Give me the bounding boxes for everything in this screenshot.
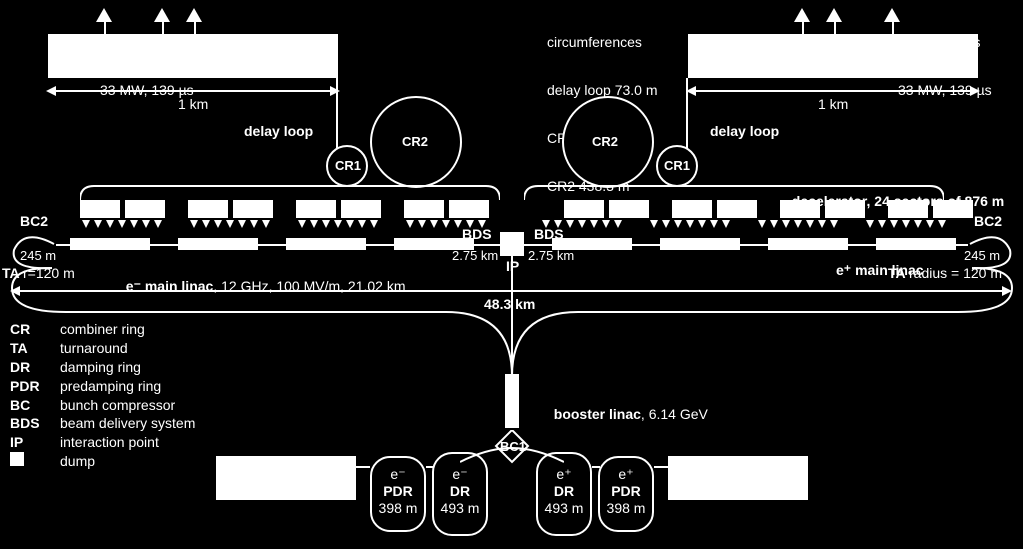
linac-lower-right bbox=[538, 234, 968, 256]
source-left bbox=[216, 456, 356, 500]
bds-label-right: BDS bbox=[534, 226, 564, 242]
pipe-bottom-left bbox=[356, 466, 370, 468]
e-plus-dr: e⁺ DR 493 m bbox=[536, 452, 592, 536]
ring-top: e⁺ bbox=[600, 458, 652, 483]
ring-bot: 493 m bbox=[538, 500, 590, 517]
cr1-label: CR1 bbox=[335, 158, 361, 173]
bc2-right: BC2 bbox=[974, 213, 1002, 229]
bds-pipe-left bbox=[455, 244, 500, 246]
bds-len-left: 2.75 km bbox=[452, 248, 498, 263]
pipe bbox=[686, 78, 688, 148]
booster-energy: , 6.14 GeV bbox=[641, 406, 708, 422]
ring-bot: 493 m bbox=[434, 500, 486, 517]
ring-mid: DR bbox=[434, 483, 486, 500]
dump-icon bbox=[10, 452, 50, 471]
cr2-label: CR2 bbox=[402, 134, 428, 149]
booster-bold: booster linac bbox=[554, 406, 641, 422]
circ-title: circumferences bbox=[547, 34, 658, 50]
ip-box bbox=[500, 232, 524, 256]
bds-label-left: BDS bbox=[462, 226, 492, 242]
legend-val: bunch compressor bbox=[60, 396, 175, 415]
e-minus-pdr: e⁻ PDR 398 m bbox=[370, 456, 426, 532]
legend-key: IP bbox=[10, 433, 50, 452]
cr-to-linac-right bbox=[524, 184, 944, 204]
scale-arrow-left bbox=[48, 90, 338, 92]
bc1-to-dr-left bbox=[460, 444, 512, 464]
antenna-stem bbox=[834, 20, 836, 34]
linac-lower-left bbox=[56, 234, 486, 256]
legend-val: interaction point bbox=[60, 433, 159, 452]
scale-label-left: 1 km bbox=[178, 96, 208, 112]
ring-bot: 398 m bbox=[372, 500, 424, 517]
transfer-line bbox=[6, 264, 1018, 384]
klystron-count: 326 klystrons bbox=[100, 34, 194, 50]
pipe bbox=[336, 78, 338, 148]
scale-arrow-right bbox=[688, 90, 978, 92]
klystron-count: 326 klystrons bbox=[898, 34, 992, 50]
source-right bbox=[668, 456, 808, 500]
bds-len-right: 2.75 km bbox=[528, 248, 574, 263]
e-plus-pdr: e⁺ PDR 398 m bbox=[598, 456, 654, 532]
bc1-to-dr-right bbox=[512, 444, 564, 464]
e-minus-dr: e⁻ DR 493 m bbox=[432, 452, 488, 536]
legend-val: dump bbox=[60, 452, 95, 471]
cr2-label-r: CR2 bbox=[592, 134, 618, 149]
delay-loop-right: delay loop bbox=[710, 123, 779, 139]
pipe-bottom-right bbox=[654, 466, 668, 468]
ring-mid: DR bbox=[538, 483, 590, 500]
antenna-stem bbox=[892, 20, 894, 34]
bds-pipe-right bbox=[524, 244, 569, 246]
pipe-bottom-right2 bbox=[592, 466, 600, 468]
ring-mid: PDR bbox=[600, 483, 652, 500]
legend-val: beam delivery system bbox=[60, 414, 195, 433]
legend-key: BDS bbox=[10, 414, 50, 433]
legend-key: BC bbox=[10, 396, 50, 415]
ring-bot: 398 m bbox=[600, 500, 652, 517]
booster-label: booster linac, 6.14 GeV bbox=[546, 390, 708, 422]
antenna-stem bbox=[802, 20, 804, 34]
delay-loop-left: delay loop bbox=[244, 123, 313, 139]
antenna-stem bbox=[194, 20, 196, 34]
ring-mid: PDR bbox=[372, 483, 424, 500]
cr-to-linac-left bbox=[80, 184, 500, 204]
klystron-right-label: 326 klystrons 33 MW, 139 µs bbox=[898, 2, 992, 114]
pipe-bottom-left2 bbox=[426, 466, 434, 468]
ring-top: e⁻ bbox=[372, 458, 424, 483]
cr1-label-r: CR1 bbox=[664, 158, 690, 173]
bc2-left: BC2 bbox=[20, 213, 48, 229]
scale-label-right: 1 km bbox=[818, 96, 848, 112]
